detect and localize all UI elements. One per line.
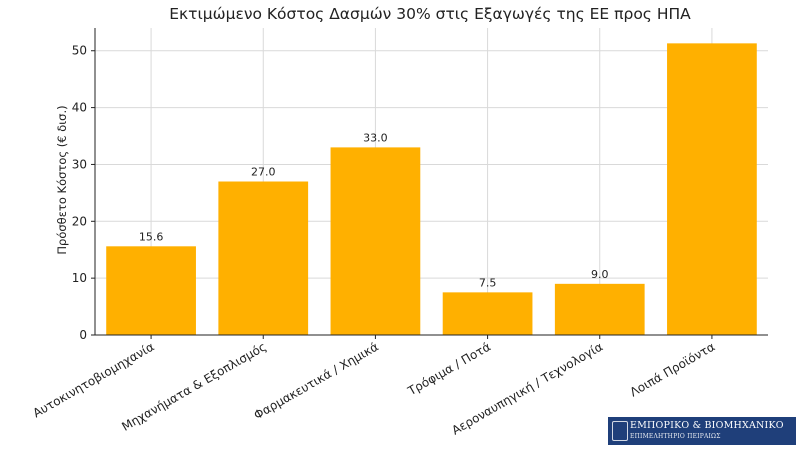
y-tick-label: 0 bbox=[79, 328, 87, 342]
data-label: 15.6 bbox=[139, 230, 164, 243]
y-tick-label: 30 bbox=[72, 157, 87, 171]
bars bbox=[106, 43, 757, 335]
x-tick-label: Φαρμακευτικά / Χημικά bbox=[251, 339, 381, 422]
bar bbox=[667, 43, 757, 335]
y-tick-label: 10 bbox=[72, 271, 87, 285]
y-tick-labels: 0 10 20 30 40 50 bbox=[72, 44, 95, 342]
x-tick-label: Αυτοκινητοβιομηχανία bbox=[30, 339, 156, 420]
data-label: 9.0 bbox=[591, 268, 609, 281]
logo-line1: ΕΜΠΟΡΙΚΟ & ΒΙΟΜΗΧΑΝΙΚΟ bbox=[630, 420, 784, 431]
axes bbox=[94, 28, 768, 336]
y-tick-label: 20 bbox=[72, 214, 87, 228]
bar bbox=[218, 181, 309, 335]
bar bbox=[442, 292, 533, 335]
x-tick-label: Τρόφιμα / Ποτά bbox=[405, 339, 493, 398]
chart-title: Εκτιμώμενο Κόστος Δασμών 30% στις Εξαγωγ… bbox=[169, 5, 691, 23]
logo-emblem-icon bbox=[612, 421, 628, 441]
bar bbox=[106, 246, 196, 335]
y-axis-label: Πρόσθετο Κόστος (€ δισ.) bbox=[55, 105, 69, 254]
x-tick-label: Λοιπά Προϊόντα bbox=[627, 339, 717, 399]
data-label: 7.5 bbox=[479, 276, 497, 289]
y-tick-label: 40 bbox=[72, 101, 87, 115]
data-labels: 15.6 27.0 33.0 7.5 9.0 bbox=[139, 131, 609, 289]
chamber-logo: ΕΜΠΟΡΙΚΟ & ΒΙΟΜΗΧΑΝΙΚΟ ΕΠΙΜΕΛΗΤΗΡΙΟ ΠΕΙΡ… bbox=[608, 417, 796, 445]
logo-line2: ΕΠΙΜΕΛΗΤΗΡΙΟ ΠΕΙΡΑΙΩΣ bbox=[630, 433, 721, 440]
bar bbox=[330, 147, 421, 335]
data-label: 27.0 bbox=[251, 166, 276, 179]
bar bbox=[554, 283, 645, 335]
data-label: 33.0 bbox=[363, 131, 388, 144]
y-tick-label: 50 bbox=[72, 44, 87, 58]
